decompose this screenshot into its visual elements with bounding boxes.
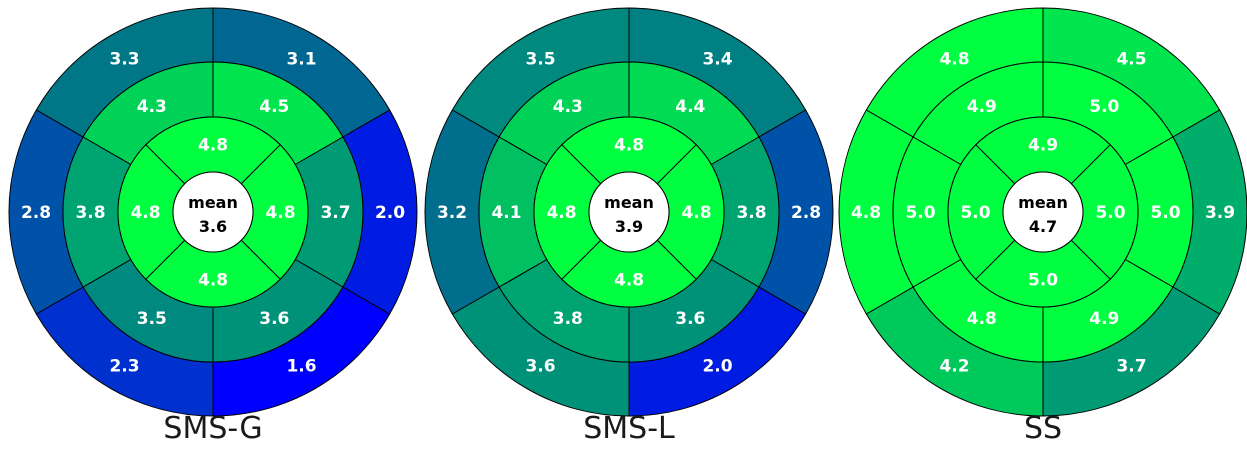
middle-ring-value-label: 4.5 (259, 97, 289, 117)
outer-ring-value-label: 3.5 (525, 50, 555, 70)
middle-ring-value-label: 3.5 (137, 309, 167, 329)
inner-ring-value-label: 4.8 (614, 271, 644, 291)
outer-ring-value-label: 2.8 (791, 203, 821, 223)
middle-ring-value-label: 4.9 (967, 97, 997, 117)
mean-label: mean (604, 193, 654, 212)
mean-circle (172, 171, 254, 253)
middle-ring-value-label: 4.8 (967, 309, 997, 329)
middle-ring-value-label: 3.6 (259, 309, 289, 329)
middle-ring-value-label: 5.0 (905, 203, 935, 223)
inner-ring-value-label: 4.8 (265, 203, 295, 223)
inner-ring-value-label: 5.0 (960, 203, 990, 223)
outer-ring-value-label: 2.3 (109, 356, 139, 376)
mean-label: mean (1018, 193, 1068, 212)
inner-ring-value-label: 4.8 (614, 136, 644, 156)
outer-ring-value-label: 3.3 (109, 50, 139, 70)
inner-ring-value-label: 4.8 (681, 203, 711, 223)
inner-ring-value-label: 4.8 (198, 271, 228, 291)
middle-ring-value-label: 4.3 (553, 97, 583, 117)
middle-ring-value-label: 4.3 (137, 97, 167, 117)
middle-ring-value-label: 3.7 (320, 203, 350, 223)
outer-ring-value-label: 3.2 (437, 203, 467, 223)
outer-ring-value-label: 4.8 (939, 50, 969, 70)
bullseye-plot-sms-l: 3.5 3.4 2.8 2.0 3.6 3.2 4.3 4.4 3.8 3.6 3.8 4.1 4.8 4… (424, 7, 834, 446)
outer-ring-value-label: 2.0 (375, 203, 405, 223)
inner-ring-value-label: 4.8 (546, 203, 576, 223)
outer-ring-value-label: 3.1 (286, 50, 316, 70)
inner-ring-value-label: 5.0 (1028, 271, 1058, 291)
outer-ring-value-label: 3.4 (702, 50, 732, 70)
mean-value: 3.9 (615, 217, 643, 236)
chart-label: SMS-L (583, 411, 675, 446)
mean-circle (1002, 171, 1084, 253)
outer-ring-value-label: 3.6 (525, 356, 555, 376)
middle-ring-value-label: 5.0 (1089, 97, 1119, 117)
middle-ring-value-label: 4.4 (675, 97, 705, 117)
outer-ring-value-label: 1.6 (286, 356, 316, 376)
outer-ring-value-label: 3.7 (1116, 356, 1146, 376)
chart-label: SS (1024, 411, 1062, 446)
outer-ring-value-label: 4.8 (851, 203, 881, 223)
chart-label: SMS-G (163, 411, 262, 446)
mean-value: 4.7 (1029, 217, 1057, 236)
outer-ring-value-label: 2.0 (702, 356, 732, 376)
mean-label: mean (188, 193, 238, 212)
middle-ring-value-label: 5.0 (1150, 203, 1180, 223)
outer-ring-value-label: 2.8 (21, 203, 51, 223)
outer-ring-value-label: 4.5 (1116, 50, 1146, 70)
bullseye-plot-sms-g: 3.3 3.1 2.0 1.6 2.3 2.8 4.3 4.5 3.7 3.6 3.5 3.8 4.8 4… (8, 7, 418, 446)
inner-ring-value-label: 4.8 (130, 203, 160, 223)
mean-circle (588, 171, 670, 253)
outer-ring-value-label: 4.2 (939, 356, 969, 376)
bullseye-plot-ss: 4.8 4.5 3.9 3.7 4.2 4.8 4.9 5.0 5.0 4.9 4.8 5.0 4.9 5… (838, 7, 1247, 446)
outer-ring-value-label: 3.9 (1205, 203, 1235, 223)
middle-ring-value-label: 3.6 (675, 309, 705, 329)
middle-ring-value-label: 3.8 (553, 309, 583, 329)
mean-value: 3.6 (199, 217, 227, 236)
inner-ring-value-label: 4.8 (198, 136, 228, 156)
middle-ring-value-label: 3.8 (75, 203, 105, 223)
inner-ring-value-label: 5.0 (1095, 203, 1125, 223)
middle-ring-value-label: 4.1 (491, 203, 521, 223)
inner-ring-value-label: 4.9 (1028, 136, 1058, 156)
middle-ring-value-label: 4.9 (1089, 309, 1119, 329)
middle-ring-value-label: 3.8 (736, 203, 766, 223)
